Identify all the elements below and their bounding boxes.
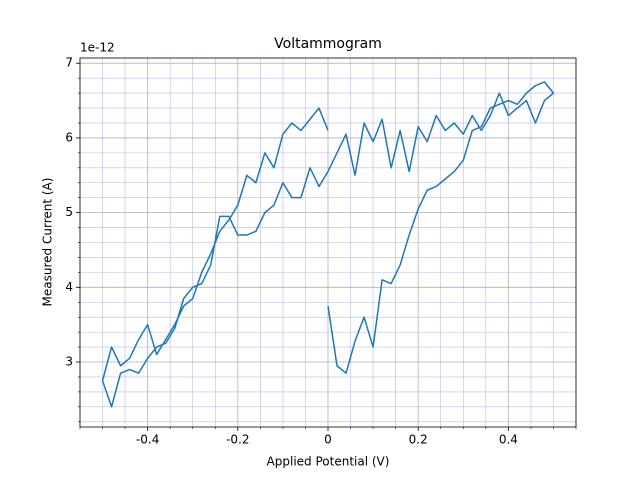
x-tick-label: -0.4 xyxy=(136,433,159,447)
plot-frame xyxy=(79,57,577,428)
y-tick-label: 3 xyxy=(65,355,73,369)
y-tick-label: 4 xyxy=(65,280,73,294)
x-tick-label: 0 xyxy=(324,433,332,447)
x-tick-label: 0.4 xyxy=(499,433,518,447)
y-tick-label: 6 xyxy=(65,130,73,144)
y-axis-label: Measured Current (A) xyxy=(41,178,55,307)
x-axis-label: Applied Potential (V) xyxy=(267,455,390,469)
chart-title: Voltammogram xyxy=(274,36,382,52)
data-line xyxy=(101,81,555,408)
x-tick-label: -0.2 xyxy=(226,433,249,447)
y-tick-label: 5 xyxy=(65,205,73,219)
y-tick-label: 7 xyxy=(65,56,73,70)
x-tick-label: 0.2 xyxy=(409,433,428,447)
y-offset-label: 1e-12 xyxy=(80,41,115,55)
